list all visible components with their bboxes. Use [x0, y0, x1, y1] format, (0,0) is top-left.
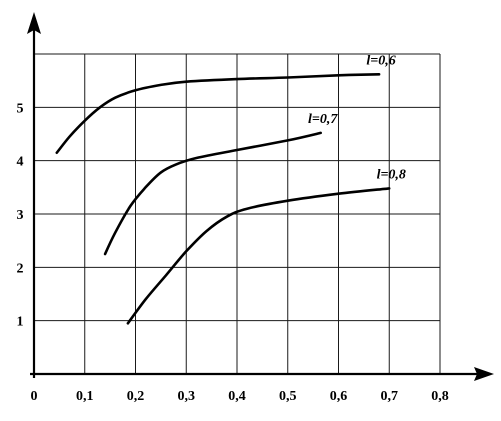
- x-tick-label: 0,4: [228, 389, 246, 404]
- series-line-3: [126, 187, 391, 325]
- x-tick-label: 0,8: [431, 389, 449, 404]
- y-tick-label: 2: [17, 261, 24, 276]
- y-axis-arrow-icon: [27, 12, 41, 34]
- series-label-1: l=0,6: [366, 53, 395, 68]
- y-tick-label: 4: [17, 155, 24, 170]
- axes: [27, 12, 494, 381]
- x-tick-label: 0,3: [178, 389, 196, 404]
- x-tick-label: 0,5: [279, 389, 297, 404]
- x-axis-arrow-icon: [474, 367, 494, 381]
- series-label-2: l=0,7: [308, 112, 338, 127]
- x-tick-label: 0,1: [76, 389, 94, 404]
- series-line-1: [55, 73, 381, 154]
- x-tick-label: 0,2: [127, 389, 145, 404]
- tick-labels: 0 0,1 0,2 0,3 0,4 0,5 0,6 0,7 0,8 1 2 3 4 5: [17, 101, 449, 404]
- x-tick-label: 0,7: [381, 389, 399, 404]
- y-tick-label: 3: [17, 208, 24, 223]
- grid: [34, 53, 441, 374]
- series-curves: [55, 73, 391, 325]
- series-line-2: [103, 131, 322, 256]
- series-labels: l=0,6 l=0,7 l=0,8: [308, 53, 406, 182]
- y-tick-label: 5: [17, 101, 24, 116]
- series-label-3: l=0,8: [377, 167, 406, 182]
- x-tick-label: 0,6: [330, 389, 348, 404]
- y-tick-label: 1: [17, 315, 24, 330]
- x-tick-label: 0: [31, 389, 38, 404]
